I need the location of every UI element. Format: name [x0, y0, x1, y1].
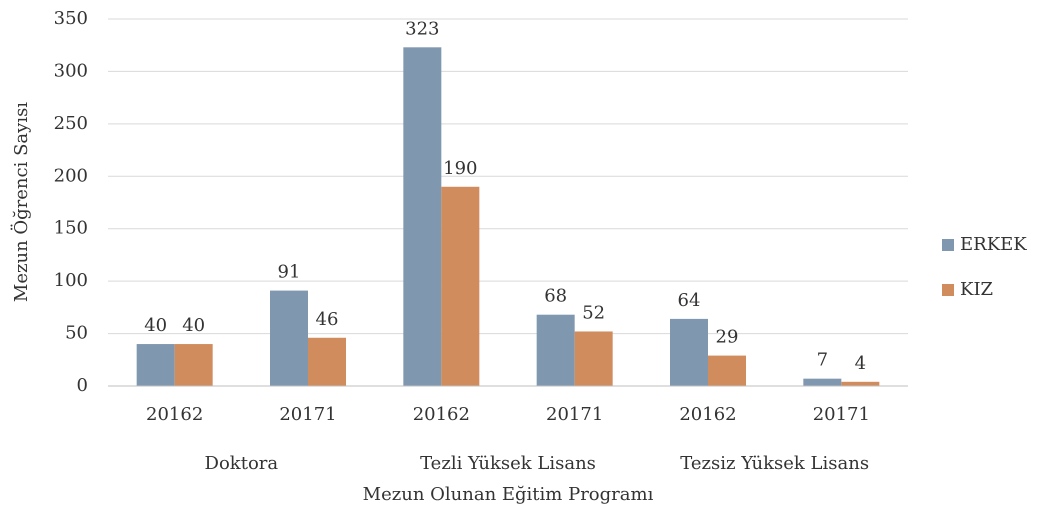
x-tick-label: 20171	[546, 404, 603, 425]
x-tick-label: 20162	[146, 404, 203, 425]
group-label: Tezli Yüksek Lisans	[420, 453, 596, 474]
y-tick-label: 250	[54, 113, 88, 134]
group-label: Doktora	[205, 453, 279, 474]
y-tick-label: 100	[54, 270, 88, 291]
data-label: 4	[855, 353, 866, 374]
bar	[403, 47, 442, 386]
bar	[841, 381, 880, 386]
y-tick-label: 150	[54, 218, 88, 239]
bar	[136, 344, 175, 386]
legend-swatch	[942, 284, 954, 296]
data-label: 64	[678, 290, 701, 311]
x-tick-label: 20171	[813, 404, 870, 425]
bar	[174, 344, 213, 386]
group-label: Tezsiz Yüksek Lisans	[680, 453, 869, 474]
x-tick-label: 20162	[413, 404, 470, 425]
y-tick-label: 350	[54, 8, 88, 29]
data-label: 40	[182, 315, 205, 336]
data-label: 7	[817, 350, 828, 371]
data-label: 323	[405, 18, 439, 39]
bar	[441, 186, 480, 386]
legend-label: ERKEK	[960, 234, 1027, 255]
bar	[270, 290, 308, 386]
x-tick-label: 20162	[679, 404, 736, 425]
data-label: 190	[443, 158, 477, 179]
data-label: 91	[278, 262, 301, 283]
bar	[536, 314, 575, 386]
y-axis-title: Mezun Öğrenci Sayısı	[9, 102, 32, 302]
y-tick-label: 50	[65, 323, 88, 344]
bar	[803, 378, 842, 386]
y-tick-label: 0	[77, 375, 88, 396]
legend-label: KIZ	[960, 279, 993, 300]
bar	[308, 337, 346, 386]
data-label: 29	[716, 327, 739, 348]
x-axis-title: Mezun Olunan Eğitim Programı	[363, 484, 654, 505]
data-label: 40	[144, 315, 167, 336]
data-label: 52	[582, 302, 605, 323]
bar	[670, 318, 708, 386]
data-label: 68	[544, 286, 567, 307]
y-tick-label: 300	[54, 60, 88, 81]
legend-swatch	[942, 239, 954, 251]
data-label: 46	[316, 309, 339, 330]
bar	[708, 355, 746, 386]
y-tick-label: 200	[54, 165, 88, 186]
bar	[574, 331, 613, 386]
x-tick-label: 20171	[279, 404, 336, 425]
